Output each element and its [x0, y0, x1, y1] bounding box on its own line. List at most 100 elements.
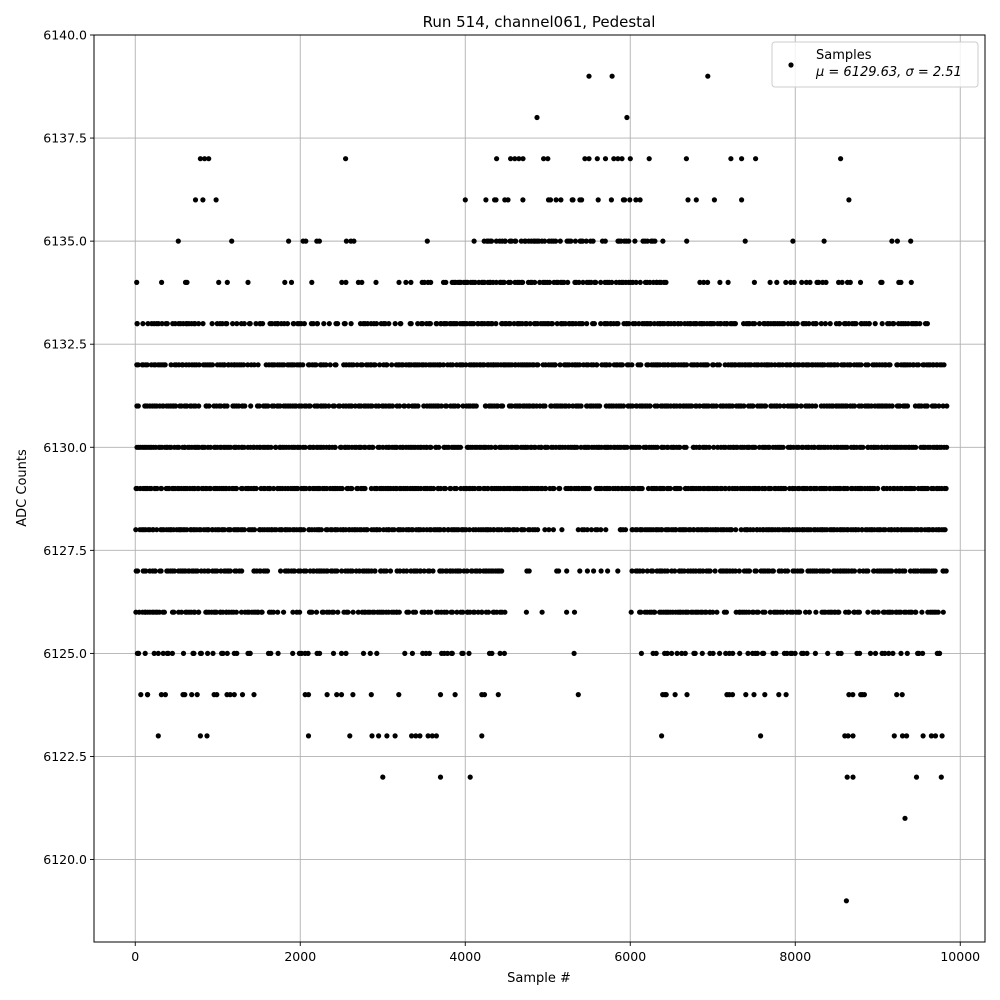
data-point: [672, 568, 678, 574]
data-point: [913, 774, 920, 780]
data-point: [637, 279, 643, 285]
data-point: [836, 609, 842, 615]
data-point: [437, 692, 444, 698]
data-point: [343, 650, 349, 657]
data-point: [268, 650, 274, 657]
data-point: [746, 568, 753, 574]
data-point: [605, 568, 611, 574]
data-point: [939, 733, 945, 739]
data-point: [790, 238, 796, 244]
data-point: [501, 279, 507, 285]
data-point: [615, 568, 621, 574]
data-point: [449, 650, 455, 657]
legend-marker: [788, 62, 794, 68]
data-point: [659, 527, 665, 533]
data-point: [471, 609, 478, 615]
data-point: [290, 650, 296, 657]
data-point: [373, 279, 379, 285]
data-point: [309, 609, 315, 615]
data-point: [309, 279, 315, 285]
data-point: [559, 527, 565, 533]
data-point: [792, 650, 798, 657]
data-point: [553, 238, 559, 244]
data-point: [402, 650, 408, 657]
data-point: [224, 321, 230, 327]
data-point: [396, 279, 402, 285]
data-point: [550, 527, 557, 533]
data-point: [440, 362, 446, 368]
data-point: [663, 279, 669, 285]
data-point: [898, 609, 904, 615]
data-point: [653, 650, 659, 657]
data-point: [648, 321, 654, 327]
data-point: [433, 733, 439, 739]
data-point: [493, 279, 499, 285]
data-point: [242, 403, 248, 409]
data-point: [776, 692, 782, 698]
data-point: [251, 362, 257, 368]
data-point: [580, 279, 586, 285]
data-point: [512, 156, 518, 162]
data-point: [826, 568, 832, 574]
data-point: [368, 692, 374, 698]
data-point: [751, 692, 757, 698]
data-point: [192, 609, 198, 615]
data-point: [699, 650, 705, 657]
data-point: [343, 279, 349, 285]
data-point: [677, 485, 683, 492]
chart-title: Run 514, channel061, Pedestal: [423, 13, 656, 31]
data-point: [233, 609, 239, 615]
data-point: [409, 733, 415, 739]
data-point: [602, 238, 608, 244]
data-point: [716, 362, 723, 368]
data-point: [803, 609, 809, 615]
data-point: [615, 321, 621, 327]
data-point: [554, 321, 560, 327]
data-point: [297, 568, 303, 574]
data-point: [813, 609, 819, 615]
data-point: [339, 485, 345, 492]
data-point: [248, 403, 254, 409]
data-point: [151, 650, 157, 657]
data-point: [396, 609, 402, 615]
data-point: [780, 444, 786, 450]
data-point: [142, 650, 148, 657]
data-point: [564, 568, 570, 574]
data-point: [889, 568, 895, 574]
data-point: [609, 279, 615, 285]
data-point: [275, 650, 281, 657]
data-point: [711, 197, 718, 203]
data-point: [271, 485, 277, 492]
data-point: [758, 733, 764, 739]
data-point: [209, 362, 216, 368]
data-point: [428, 609, 434, 615]
data-point: [558, 197, 564, 203]
data-point: [633, 197, 639, 203]
data-point: [704, 362, 711, 368]
data-point: [489, 238, 495, 244]
data-point: [638, 609, 644, 615]
data-point: [415, 321, 421, 327]
data-point: [154, 485, 160, 492]
data-point: [502, 609, 508, 615]
data-point: [944, 444, 950, 450]
data-point: [494, 156, 500, 162]
data-point: [629, 568, 635, 574]
data-point: [619, 156, 625, 162]
data-point: [545, 156, 551, 162]
data-point: [228, 444, 234, 450]
data-point: [899, 692, 905, 698]
data-point: [231, 650, 237, 657]
data-point: [652, 238, 658, 244]
y-tick-label: 6132.5: [43, 337, 87, 352]
x-tick-label: 10000: [940, 949, 980, 964]
data-point: [586, 485, 592, 492]
y-tick-label: 6130.0: [43, 440, 87, 455]
data-point: [338, 650, 345, 657]
data-point: [875, 609, 881, 615]
data-point: [894, 238, 901, 244]
data-point: [251, 527, 258, 533]
data-point: [780, 609, 786, 615]
data-point: [485, 609, 492, 615]
data-point: [176, 444, 182, 450]
